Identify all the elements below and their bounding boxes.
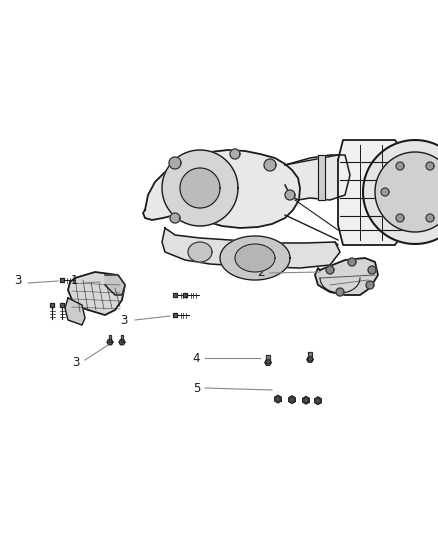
Polygon shape (318, 155, 325, 200)
Polygon shape (348, 258, 356, 266)
Polygon shape (169, 157, 181, 169)
Polygon shape (381, 188, 389, 196)
Polygon shape (396, 214, 404, 222)
Polygon shape (264, 159, 276, 171)
Polygon shape (315, 397, 321, 405)
Polygon shape (308, 352, 311, 360)
Polygon shape (120, 335, 124, 342)
Polygon shape (230, 149, 240, 159)
Polygon shape (338, 140, 415, 245)
Polygon shape (426, 162, 434, 170)
Polygon shape (289, 396, 295, 403)
Polygon shape (368, 266, 376, 274)
Polygon shape (49, 303, 54, 308)
Polygon shape (173, 293, 177, 297)
Polygon shape (220, 236, 290, 280)
Text: 1: 1 (71, 273, 78, 287)
Polygon shape (375, 152, 438, 232)
Polygon shape (396, 162, 404, 170)
Polygon shape (109, 335, 112, 342)
Polygon shape (426, 214, 434, 222)
Polygon shape (162, 150, 238, 226)
Text: 3: 3 (14, 274, 22, 287)
Text: 2: 2 (258, 265, 265, 279)
Polygon shape (162, 228, 340, 268)
Polygon shape (363, 140, 438, 244)
Polygon shape (180, 168, 220, 208)
Polygon shape (366, 281, 374, 289)
Polygon shape (170, 213, 180, 223)
Polygon shape (68, 272, 125, 315)
Polygon shape (285, 155, 350, 200)
Polygon shape (285, 190, 295, 200)
Polygon shape (173, 313, 177, 317)
Polygon shape (60, 303, 64, 308)
Polygon shape (336, 288, 344, 296)
Text: 5: 5 (193, 382, 200, 394)
Polygon shape (183, 293, 187, 297)
Text: 4: 4 (192, 351, 200, 365)
Polygon shape (105, 275, 125, 295)
Polygon shape (188, 242, 212, 262)
Polygon shape (303, 397, 309, 404)
Polygon shape (119, 340, 125, 345)
Polygon shape (107, 340, 113, 345)
Polygon shape (65, 298, 85, 325)
Polygon shape (60, 278, 64, 282)
Polygon shape (143, 150, 300, 228)
Polygon shape (307, 357, 313, 362)
Polygon shape (235, 244, 275, 272)
Polygon shape (326, 266, 334, 274)
Text: 3: 3 (73, 357, 80, 369)
Polygon shape (265, 360, 271, 365)
Polygon shape (275, 395, 281, 403)
Polygon shape (266, 355, 269, 362)
Text: 3: 3 (120, 313, 128, 327)
Polygon shape (315, 258, 378, 295)
